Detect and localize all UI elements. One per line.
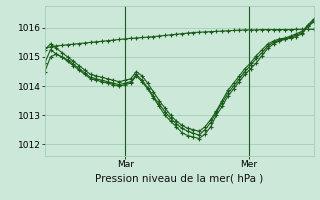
X-axis label: Pression niveau de la mer( hPa ): Pression niveau de la mer( hPa ) (95, 173, 263, 183)
